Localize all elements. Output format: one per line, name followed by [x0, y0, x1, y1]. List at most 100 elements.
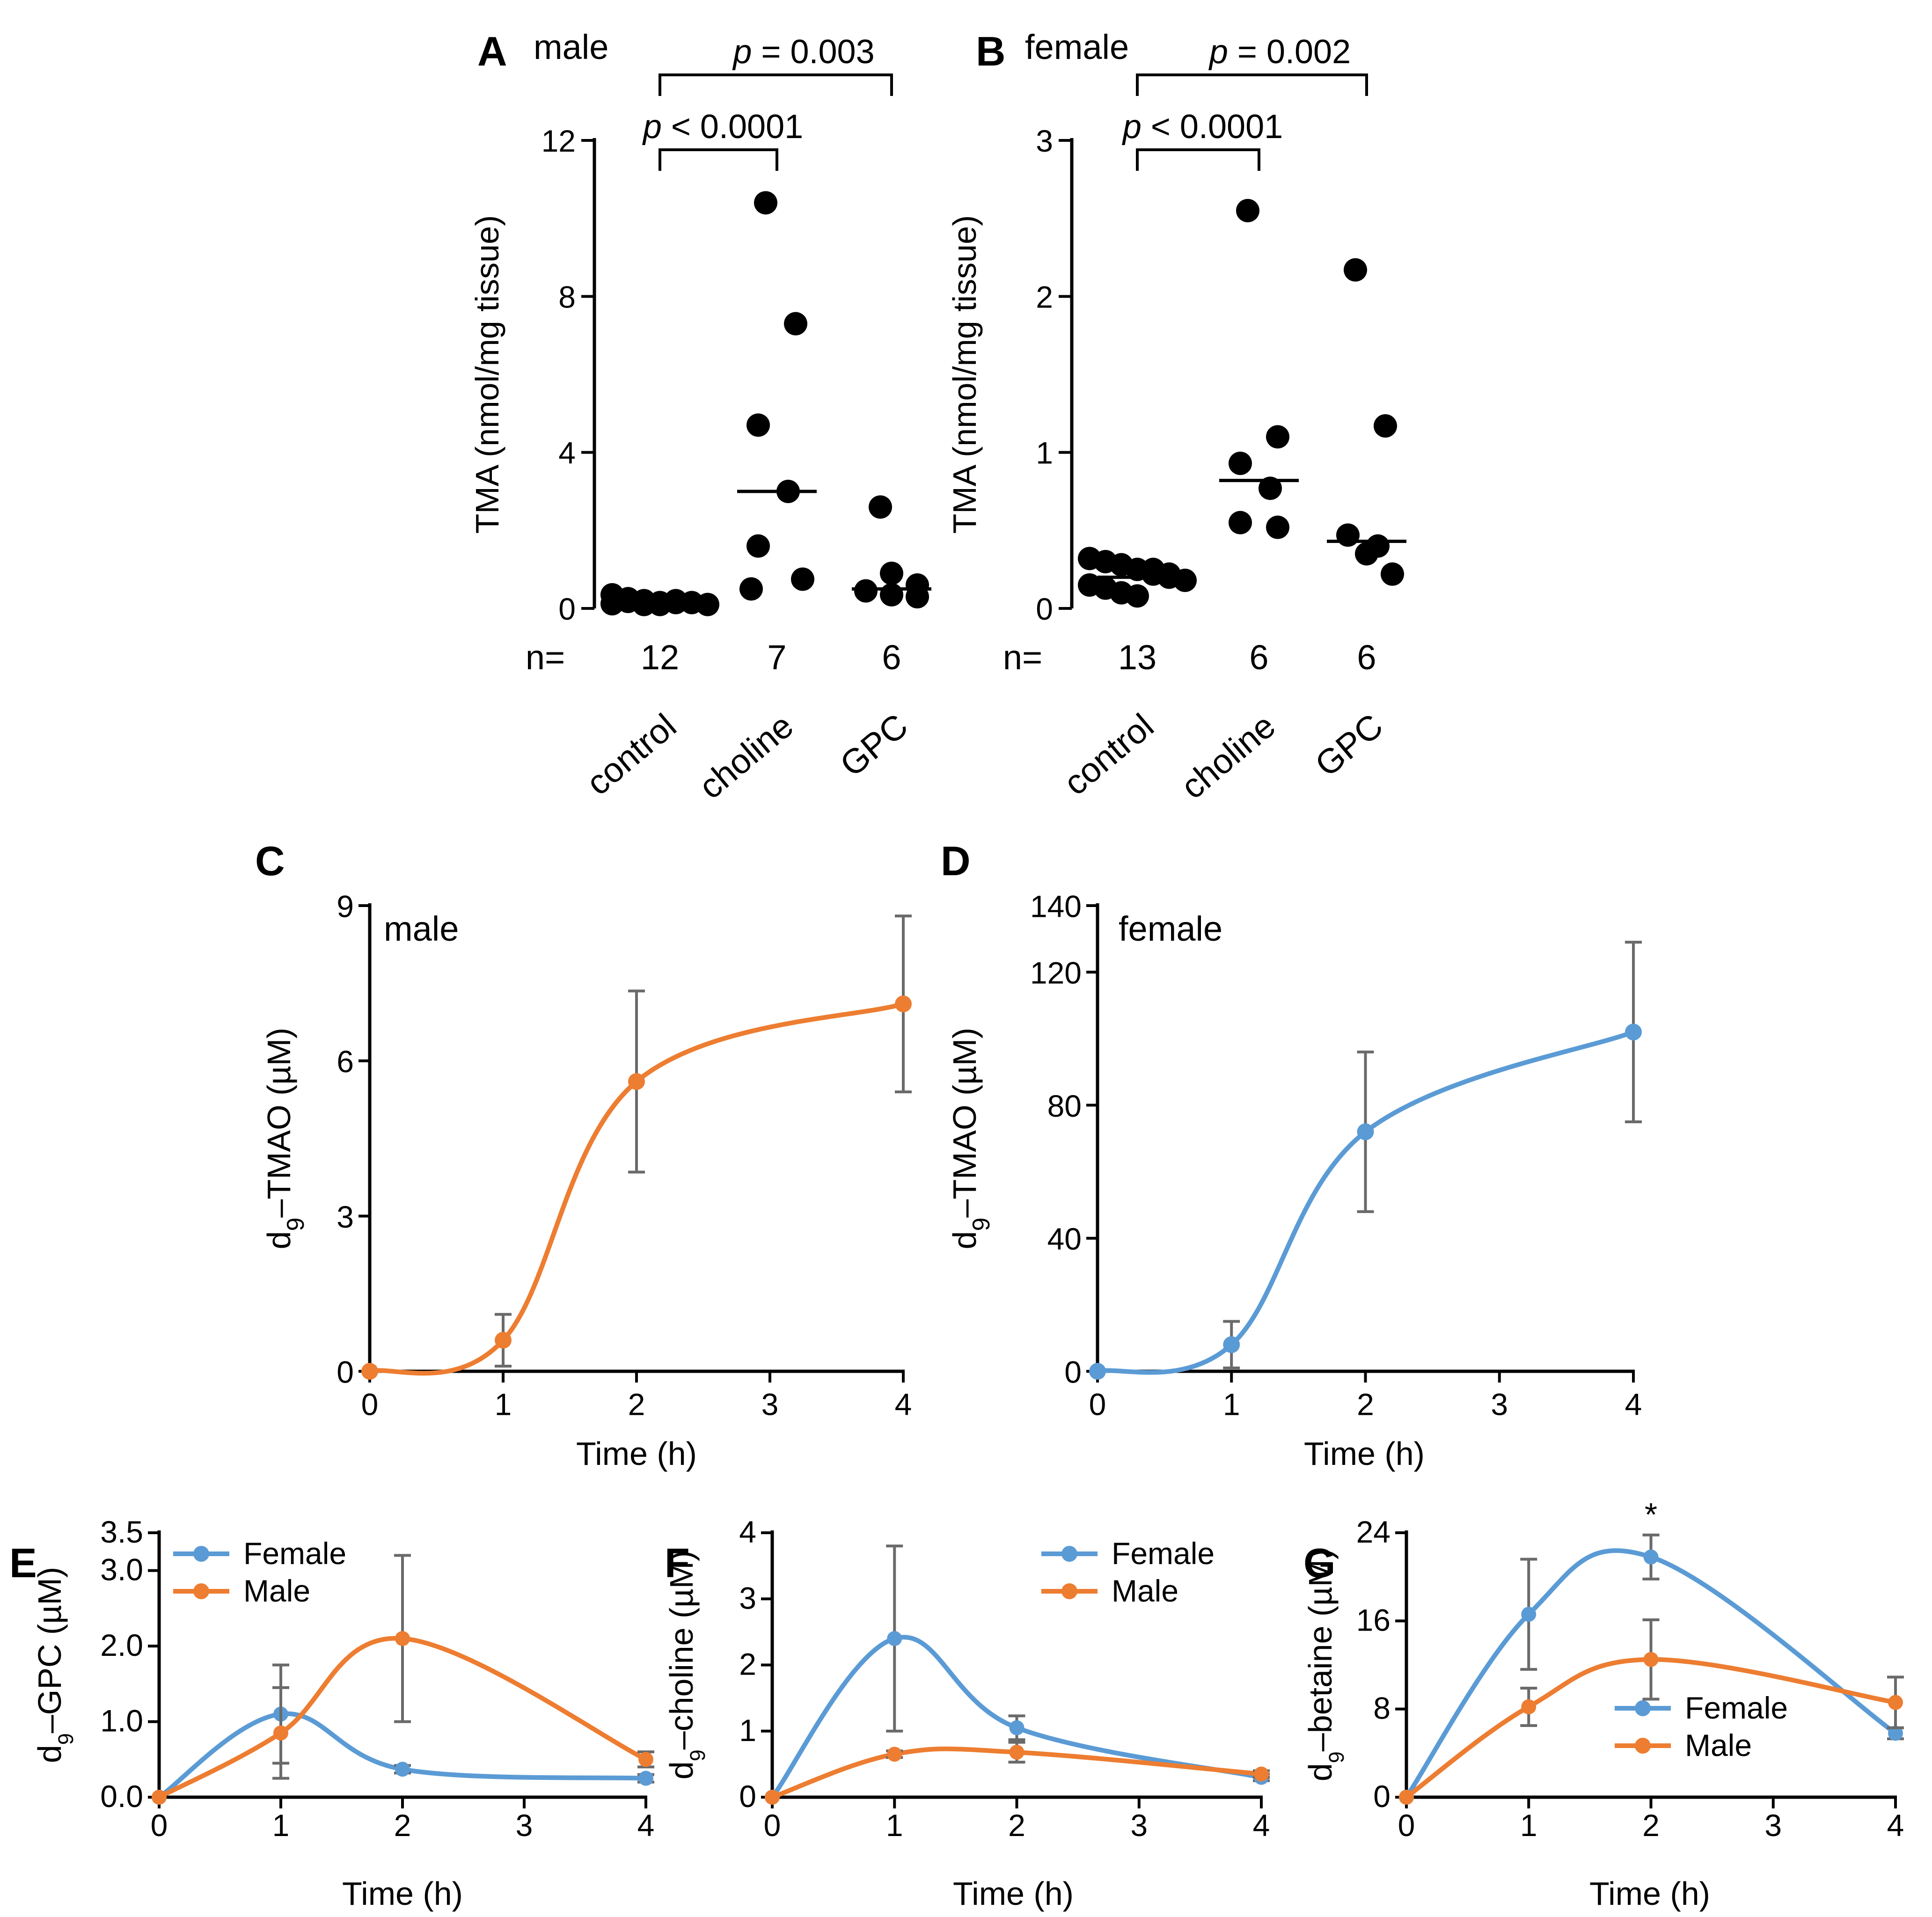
- n-count: 6: [1357, 638, 1376, 677]
- y-tick-label: 2: [1036, 279, 1053, 314]
- p-value-label: p = 0.003: [732, 33, 874, 71]
- legend-label: Female: [1112, 1536, 1215, 1571]
- legend-label: Female: [243, 1536, 346, 1571]
- panel-subtitle: male: [384, 909, 459, 948]
- category-label: GPC: [1308, 706, 1390, 784]
- data-point: [638, 1752, 653, 1767]
- y-tick-label: 0: [1064, 1355, 1082, 1390]
- x-tick-label: 3: [761, 1387, 779, 1422]
- y-tick-label: 4: [558, 436, 576, 470]
- y-tick-label: 0: [337, 1355, 354, 1390]
- n-count: 6: [882, 638, 901, 677]
- panel-F: 0 1 2 3 4 0 1 2 3 4 Time (h) d9–choline (µM)F Female…: [663, 1515, 1270, 1912]
- category-label: control: [579, 706, 683, 803]
- y-tick-label: 0.0: [100, 1779, 143, 1814]
- data-point: [1399, 1790, 1414, 1805]
- x-tick-label: 0: [1089, 1387, 1106, 1422]
- panel-subtitle: female: [1025, 28, 1129, 66]
- category-label: GPC: [833, 706, 915, 784]
- data-point: [628, 1073, 645, 1090]
- x-tick-label: 0: [1398, 1808, 1415, 1843]
- panel-letter: A: [477, 28, 507, 74]
- series-line: [1404, 1548, 1897, 1799]
- data-point: [1254, 1766, 1269, 1782]
- panel-letter: B: [976, 28, 1006, 74]
- x-tick-label: 2: [1008, 1808, 1025, 1843]
- n-count: 12: [641, 638, 679, 677]
- data-point: [765, 1790, 780, 1805]
- data-point: [1521, 1607, 1537, 1622]
- x-tick-label: 4: [1253, 1808, 1270, 1843]
- x-tick-label: 3: [1491, 1387, 1508, 1422]
- data-point: [1643, 1549, 1659, 1565]
- data-point: [1888, 1726, 1903, 1741]
- p-value-label: p = 0.002: [1208, 33, 1351, 71]
- y-tick-label: 0: [739, 1779, 756, 1814]
- y-tick-label: 140: [1030, 889, 1082, 924]
- x-tick-label: 2: [394, 1808, 411, 1843]
- legend-swatch-marker: [1635, 1700, 1651, 1716]
- data-point: [1266, 425, 1289, 449]
- y-tick-label: 12: [542, 124, 576, 158]
- data-point: [361, 1363, 378, 1380]
- series-male: [152, 1554, 654, 1805]
- series-line: [771, 1746, 1262, 1800]
- x-tick-label: 4: [1887, 1808, 1904, 1843]
- n-count: 7: [767, 638, 786, 677]
- data-point: [746, 534, 770, 558]
- legend-swatch-marker: [193, 1546, 209, 1562]
- significance-bracket: [659, 148, 778, 171]
- x-tick-label: 2: [1357, 1387, 1374, 1422]
- significance-bracket: [1136, 148, 1260, 171]
- data-point: [696, 593, 719, 616]
- x-tick-label: 1: [1520, 1808, 1537, 1843]
- data-point: [1157, 562, 1181, 586]
- y-tick-label: 40: [1047, 1222, 1082, 1256]
- y-tick-label: 0: [558, 592, 576, 626]
- x-tick-label: 2: [1642, 1808, 1660, 1843]
- y-axis-label: d9–TMAO (µM): [261, 1028, 309, 1250]
- y-tick-label: 80: [1047, 1089, 1082, 1123]
- y-tick-label: 8: [1373, 1691, 1390, 1726]
- x-tick-label: 4: [637, 1808, 655, 1843]
- data-point: [895, 995, 912, 1013]
- data-point: [495, 1332, 512, 1349]
- legend-label: Female: [1685, 1690, 1788, 1725]
- x-tick-label: 1: [886, 1808, 903, 1843]
- data-point: [880, 583, 903, 607]
- data-point: [1521, 1699, 1537, 1714]
- data-point: [1888, 1695, 1903, 1710]
- n-count: 13: [1118, 638, 1156, 677]
- data-point: [1355, 542, 1378, 566]
- significance-asterisk: *: [1645, 1496, 1657, 1533]
- significance-bracket: [659, 73, 893, 96]
- y-axis-label: d9–GPC (µM): [31, 1567, 78, 1763]
- data-point: [152, 1790, 167, 1805]
- p-value-label: p < 0.0001: [1122, 108, 1283, 146]
- x-tick-label: 2: [628, 1387, 645, 1422]
- y-tick-label: 24: [1356, 1515, 1390, 1549]
- x-axis-label: Time (h): [576, 1435, 697, 1472]
- y-tick-label: 1.0: [100, 1704, 143, 1738]
- data-point: [1357, 1123, 1374, 1141]
- x-tick-label: 1: [495, 1387, 512, 1422]
- y-tick-label: 3: [337, 1200, 354, 1234]
- data-point: [1381, 562, 1404, 586]
- series-line: [158, 1636, 647, 1800]
- panel-letter: D: [941, 838, 971, 884]
- data-point: [395, 1631, 410, 1646]
- y-tick-label: 0: [1036, 592, 1053, 626]
- data-point: [1229, 511, 1252, 534]
- y-tick-label: 3.5: [100, 1515, 143, 1549]
- data-point: [1009, 1744, 1025, 1760]
- category-label: control: [1056, 706, 1161, 803]
- y-tick-label: 3: [1036, 124, 1053, 158]
- x-tick-label: 0: [151, 1808, 168, 1843]
- data-point: [1089, 1363, 1106, 1380]
- data-point: [1126, 584, 1149, 608]
- n-label: n=: [1003, 638, 1042, 677]
- data-point: [1266, 515, 1289, 539]
- legend-label: Male: [243, 1573, 310, 1608]
- series-male: [361, 915, 912, 1380]
